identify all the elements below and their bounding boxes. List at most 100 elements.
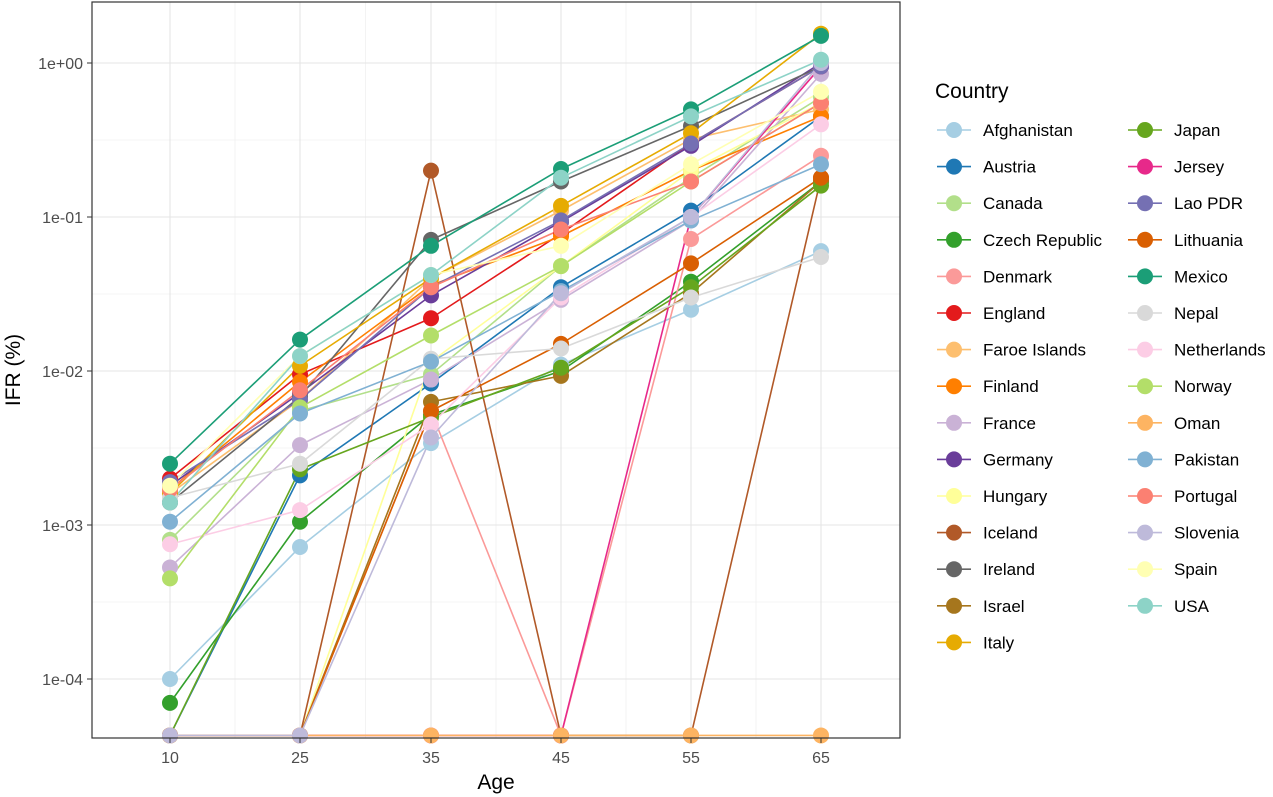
data-point-norway [553,258,569,275]
y-tick-label: 1e-01 [42,210,83,227]
series-line-france [169,73,822,569]
legend-label-iceland: Iceland [983,524,1038,543]
data-point-nepal [683,289,699,306]
data-point-lithuania [813,169,829,186]
legend-label-finland: Finland [983,377,1039,396]
axes: 1e+00 1e-01 1e-02 1e-03 1e-04 10 25 35 45 55 65 [38,56,830,767]
data-point-nepal [292,455,308,472]
data-point-france [292,437,308,454]
data-point-afghanistan [683,301,699,318]
legend-label-norway: Norway [1174,377,1232,396]
legend-label-czech-republic: Czech Republic [983,231,1103,250]
legend-label-israel: Israel [983,597,1025,616]
data-point-mexico [292,331,308,348]
data-point-netherlands [423,416,439,433]
series-line-netherlands [169,123,822,546]
series-line-usa [169,59,822,504]
legend-label-spain: Spain [1174,560,1217,579]
data-point-spain [162,477,178,494]
data-point-mexico [813,27,829,44]
data-point-pakistan [423,353,439,370]
legend-label-slovenia: Slovenia [1174,524,1240,543]
legend-key-point-norway [1137,378,1153,395]
legend-key-point-denmark [946,268,962,285]
data-point-pakistan [813,156,829,173]
legend-key-point-hungary [946,488,962,504]
legend-label-italy: Italy [983,633,1015,652]
data-point-norway [423,327,439,344]
legend-label-faroe-islands: Faroe Islands [983,341,1086,360]
series-line-japan [169,184,822,736]
legend-label-canada: Canada [983,194,1043,213]
legend-key-point-mexico [1137,268,1153,285]
legend: Country Afghanistan Austria Canada Czech Re… [935,80,1266,652]
legend-label-jersey: Jersey [1174,158,1225,177]
data-point-slovenia [553,285,569,302]
x-tick-label: 25 [291,750,309,767]
data-point-spain [683,156,699,173]
series-points [162,25,829,744]
legend-key-point-germany [946,451,962,468]
data-point-portugal [683,173,699,190]
data-point-mexico [162,455,178,472]
data-point-portugal [292,382,308,399]
data-point-slovenia [162,727,178,744]
data-point-usa [683,108,699,125]
data-point-usa [553,169,569,186]
legend-label-denmark: Denmark [983,267,1052,286]
legend-label-lithuania: Lithuania [1174,231,1244,250]
legend-label-portugal: Portugal [1174,487,1237,506]
legend-key-point-netherlands [1137,341,1153,358]
legend-label-japan: Japan [1174,121,1220,140]
x-axis-title: Age [477,771,514,794]
data-point-netherlands [162,536,178,553]
legend-key-point-iceland [946,524,962,541]
series-line-lao-pdr [169,65,822,483]
data-point-usa [162,494,178,511]
series-line-nepal [169,256,822,499]
data-point-mexico [423,237,439,254]
legend-key-point-canada [946,195,962,212]
legend-label-germany: Germany [983,450,1053,469]
legend-label-france: France [983,414,1036,433]
x-tick-label: 55 [682,750,700,767]
legend-key-point-nepal [1137,305,1153,321]
y-tick-label: 1e-03 [42,518,83,535]
data-point-portugal [423,279,439,296]
legend-key-point-finland [946,378,962,395]
data-point-england [423,310,439,327]
x-tick-label: 10 [161,750,179,767]
x-tick-label: 35 [422,750,440,767]
legend-key-point-france [946,414,962,431]
data-point-slovenia [292,727,308,744]
legend-label-ireland: Ireland [983,560,1035,579]
legend-label-hungary: Hungary [983,487,1048,506]
data-point-czech-republic [292,513,308,530]
legend-key-point-spain [1137,561,1153,578]
legend-key-point-lithuania [1137,231,1153,248]
data-point-nepal [553,340,569,357]
legend-key-point-lao-pdr [1137,195,1153,212]
series-line-afghanistan [169,250,822,680]
legend-label-mexico: Mexico [1174,267,1228,286]
data-point-lao-pdr [683,135,699,152]
data-point-norway [162,570,178,587]
data-point-portugal [813,94,829,111]
legend-key-point-afghanistan [946,122,962,138]
data-point-netherlands [292,502,308,519]
data-point-france [162,559,178,576]
legend-key-point-israel [946,597,962,614]
legend-key-point-ireland [946,561,962,578]
data-point-usa [292,348,308,365]
data-point-pakistan [292,405,308,422]
data-point-afghanistan [162,671,178,687]
series-line-italy [169,33,822,495]
data-point-usa [813,51,829,68]
legend-label-pakistan: Pakistan [1174,450,1239,469]
data-point-pakistan [162,513,178,530]
data-point-slovenia [423,429,439,446]
legend-key-point-portugal [1137,488,1153,504]
legend-title: Country [935,80,1009,103]
legend-key-point-oman [1137,414,1153,431]
legend-label-netherlands: Netherlands [1174,341,1266,360]
